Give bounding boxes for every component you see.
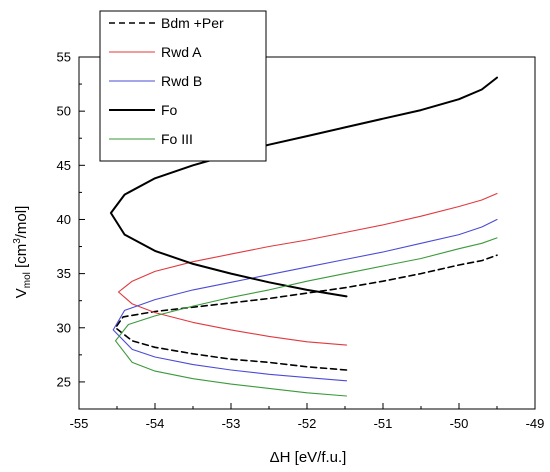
y-tick-label: 30 [57, 320, 71, 335]
y-axis-label-superscript: 3 [12, 238, 23, 244]
legend: Bdm +Per Rwd A Rwd B Fo Fo III [99, 10, 267, 162]
chart-marks [109, 76, 498, 397]
series-line-1 [114, 254, 498, 371]
y-axis-label-unit: [cm [13, 244, 30, 272]
series-line-5 [114, 237, 498, 397]
legend-label: Rwd A [161, 44, 202, 60]
y-axis-label-end: /mol] [13, 206, 30, 239]
legend-label: Rwd B [161, 73, 202, 89]
y-axis-label: Vmol [cm3/mol] [12, 206, 33, 299]
x-tick-label: -51 [374, 416, 393, 431]
chart-ticks: -55 -54 -53 -52 -51 -50 -49 25 30 35 40 45 50 55 [57, 50, 545, 432]
x-tick-label: -55 [70, 416, 89, 431]
y-axis-label-subscript: mol [22, 272, 33, 288]
x-axis-label: ΔH [eV/f.u.] [270, 449, 347, 466]
y-tick-label: 55 [57, 50, 71, 65]
legend-label: Bdm +Per [161, 15, 224, 31]
y-tick-label: 45 [57, 158, 71, 173]
y-tick-label: 25 [57, 374, 71, 389]
legend-box [99, 10, 267, 162]
x-tick-label: -54 [146, 416, 165, 431]
x-tick-label: -53 [222, 416, 241, 431]
legend-label: Fo [161, 102, 178, 118]
y-tick-label: 35 [57, 266, 71, 281]
y-tick-label: 40 [57, 212, 71, 227]
x-tick-label: -52 [298, 416, 317, 431]
series-line-3 [112, 218, 498, 382]
y-axis-label-main: V [13, 288, 30, 298]
series-line-2 [117, 192, 498, 346]
plot-frame [78, 56, 536, 410]
x-tick-label: -50 [450, 416, 469, 431]
y-tick-label: 50 [57, 104, 71, 119]
x-tick-label: -49 [526, 416, 545, 431]
legend-label: Fo III [161, 131, 193, 147]
series-line-4 [109, 76, 498, 298]
